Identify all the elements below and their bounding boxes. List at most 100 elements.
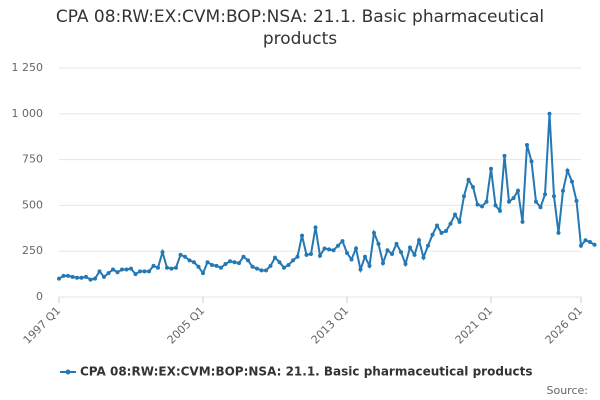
point bbox=[565, 168, 570, 173]
point bbox=[304, 252, 309, 257]
point bbox=[115, 270, 120, 275]
point bbox=[241, 254, 246, 259]
y-tick-label: 1 000 bbox=[12, 107, 44, 120]
point bbox=[363, 254, 367, 259]
point bbox=[552, 194, 556, 199]
point bbox=[574, 198, 579, 203]
point bbox=[484, 199, 489, 204]
y-tick-label: 500 bbox=[22, 198, 43, 211]
point bbox=[255, 266, 259, 271]
point bbox=[520, 219, 525, 224]
point bbox=[525, 142, 529, 147]
point bbox=[322, 246, 327, 251]
point bbox=[570, 179, 574, 184]
source: Source: bbox=[547, 384, 589, 397]
point bbox=[426, 243, 430, 248]
point bbox=[340, 239, 345, 244]
point bbox=[250, 264, 255, 269]
point bbox=[106, 271, 111, 276]
x-tick-label: 2026 Q1 bbox=[543, 304, 586, 347]
legend-label: CPA 08:RW:EX:CVM:BOP:NSA: 21.1. Basic ph… bbox=[80, 365, 532, 379]
point bbox=[205, 260, 210, 265]
point bbox=[178, 252, 183, 257]
point bbox=[196, 264, 201, 269]
point bbox=[129, 266, 133, 271]
point bbox=[160, 250, 165, 255]
point bbox=[439, 230, 444, 235]
point bbox=[291, 258, 295, 263]
point bbox=[480, 204, 484, 209]
point bbox=[403, 262, 408, 267]
point bbox=[349, 257, 354, 262]
point bbox=[381, 261, 385, 266]
point bbox=[588, 240, 592, 245]
point bbox=[228, 259, 232, 264]
point bbox=[331, 248, 336, 253]
point bbox=[412, 252, 417, 257]
point bbox=[183, 254, 187, 259]
point bbox=[336, 243, 340, 248]
point bbox=[165, 265, 169, 270]
point bbox=[385, 248, 390, 253]
point bbox=[133, 272, 138, 277]
point bbox=[138, 269, 142, 274]
point bbox=[354, 246, 358, 251]
point bbox=[394, 241, 399, 246]
point bbox=[192, 260, 196, 265]
chart-title: CPA 08:RW:EX:CVM:BOP:NSA: 21.1. Basic ph… bbox=[55, 7, 545, 49]
point bbox=[268, 263, 273, 268]
point bbox=[376, 241, 381, 246]
point bbox=[367, 263, 372, 268]
point bbox=[111, 267, 115, 272]
point bbox=[277, 260, 282, 265]
point bbox=[390, 251, 394, 256]
point bbox=[201, 271, 205, 276]
point bbox=[507, 199, 511, 204]
point bbox=[282, 265, 286, 270]
x-tick-label: 2021 Q1 bbox=[453, 304, 496, 347]
point bbox=[84, 274, 88, 279]
point bbox=[124, 267, 129, 272]
x-tick-label: 2013 Q1 bbox=[309, 304, 352, 347]
point bbox=[372, 230, 376, 235]
point bbox=[538, 205, 543, 210]
legend-marker bbox=[65, 369, 71, 375]
point bbox=[543, 192, 547, 197]
point bbox=[223, 262, 228, 267]
point bbox=[237, 261, 241, 266]
point bbox=[309, 251, 313, 256]
point bbox=[471, 185, 475, 190]
point bbox=[408, 245, 412, 250]
point bbox=[498, 208, 502, 213]
point bbox=[466, 177, 471, 182]
point bbox=[417, 238, 421, 243]
point bbox=[97, 269, 102, 274]
point bbox=[295, 254, 300, 259]
point bbox=[300, 233, 304, 238]
point bbox=[214, 263, 219, 268]
point bbox=[345, 251, 349, 256]
point bbox=[448, 221, 453, 226]
point bbox=[579, 243, 583, 248]
point bbox=[547, 111, 552, 116]
point bbox=[75, 275, 79, 280]
y-tick-label: 250 bbox=[22, 244, 43, 257]
point bbox=[151, 263, 156, 268]
point bbox=[493, 203, 498, 208]
y-tick-label: 1 250 bbox=[12, 61, 44, 74]
point bbox=[264, 268, 268, 273]
point bbox=[219, 265, 223, 270]
point bbox=[475, 202, 480, 207]
point bbox=[57, 276, 61, 281]
point bbox=[430, 232, 435, 237]
point bbox=[318, 253, 322, 258]
point bbox=[174, 265, 178, 270]
point bbox=[93, 276, 97, 281]
point bbox=[147, 269, 151, 274]
point bbox=[583, 238, 588, 243]
point bbox=[457, 219, 462, 224]
point bbox=[70, 274, 75, 279]
point bbox=[79, 275, 84, 280]
point bbox=[556, 230, 561, 235]
point bbox=[421, 255, 426, 260]
